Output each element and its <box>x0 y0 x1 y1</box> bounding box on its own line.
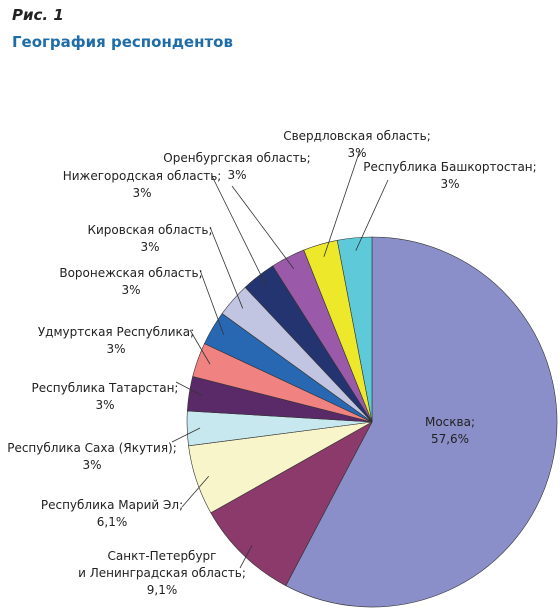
leader-line <box>231 185 295 270</box>
pie-slice <box>285 236 558 608</box>
value-label: 3% <box>140 240 160 254</box>
slice-label: Оренбургская область; 3% <box>127 150 347 184</box>
value-label: 3% <box>132 186 152 200</box>
category-label: Москва; <box>424 415 475 429</box>
slice-label: Москва; 57,6% <box>340 414 560 448</box>
category-label: Санкт-Петербург и Ленинградская область; <box>78 549 246 580</box>
slice-label: Санкт-Петербург и Ленинградская область;… <box>52 548 272 599</box>
category-label: Республика Саха (Якутия); <box>7 441 177 455</box>
leader-line <box>239 545 253 569</box>
value-label: 57,6% <box>430 432 470 446</box>
value-label: 3% <box>347 146 367 160</box>
value-label: 3% <box>440 177 460 191</box>
leader-line <box>175 381 203 396</box>
slice-label: Республика Татарстан; 3% <box>0 380 215 414</box>
chart-title: Рис. 1 <box>12 6 64 24</box>
slice-label: Нижегородская область; 3% <box>32 168 252 202</box>
value-label: 3% <box>95 398 115 412</box>
value-label: 3% <box>82 458 102 472</box>
chart-subtitle: География респондентов <box>12 33 233 51</box>
value-label: 9,1% <box>146 583 178 597</box>
value-label: 6,1% <box>96 515 128 529</box>
slice-label: Свердловская область; 3% <box>247 128 467 162</box>
value-label: 3% <box>106 342 126 356</box>
pie-slice <box>210 421 373 587</box>
category-label: Свердловская область; <box>283 129 431 143</box>
value-label: 3% <box>121 283 141 297</box>
slice-label: Удмуртская Республика; 3% <box>6 324 226 358</box>
category-label: Воронежская область; <box>59 266 203 280</box>
leader-line <box>211 175 267 287</box>
leader-line <box>181 476 210 508</box>
category-label: Нижегородская область; <box>62 169 222 183</box>
leader-line <box>171 427 201 443</box>
slice-label: Республика Башкортостан; 3% <box>340 159 560 193</box>
slice-label: Воронежская область; 3% <box>21 265 241 299</box>
leader-line <box>323 149 361 257</box>
slice-label: Республика Саха (Якутия); 3% <box>0 440 202 474</box>
leader-line <box>189 329 211 365</box>
leader-line <box>355 179 389 251</box>
pie-slice <box>336 236 373 423</box>
leader-line <box>199 269 225 335</box>
category-label: Республика Башкортостан; <box>363 160 537 174</box>
slice-label: Республика Марий Эл; 6,1% <box>2 497 222 531</box>
category-label: Удмуртская Республика; <box>37 325 195 339</box>
slice-label: Кировская область; 3% <box>40 222 260 256</box>
category-label: Республика Марий Эл; <box>40 498 184 512</box>
leader-line <box>209 226 244 309</box>
value-label: 3% <box>227 168 247 182</box>
category-label: Республика Татарстан; <box>31 381 179 395</box>
category-label: Кировская область; <box>87 223 213 237</box>
category-label: Оренбургская область; <box>163 151 311 165</box>
